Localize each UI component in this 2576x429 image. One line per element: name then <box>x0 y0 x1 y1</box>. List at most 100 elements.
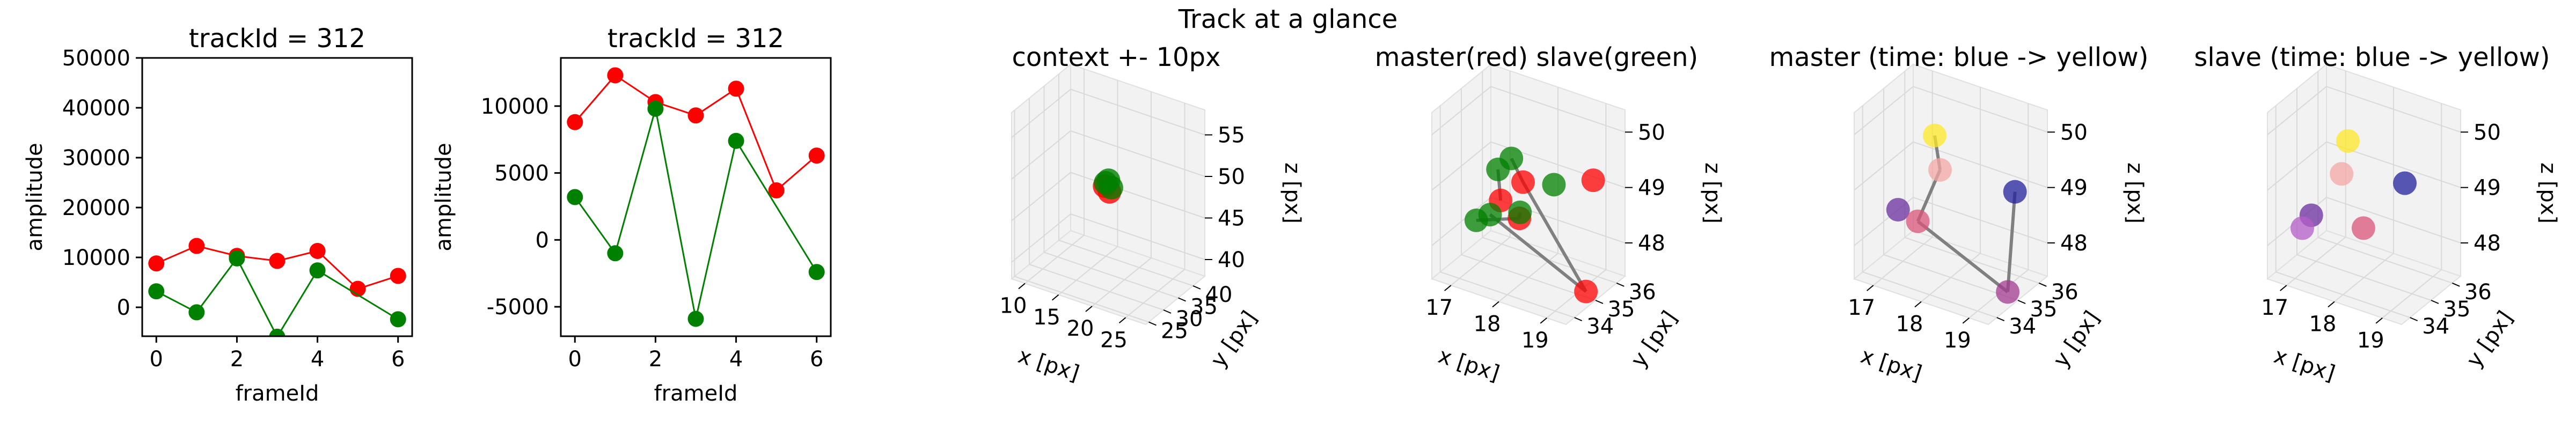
scatter-point-10 <box>1464 208 1488 232</box>
amplitude-chart-right: 0 2 4 6 -5000 0 5000 10000 trackId = 312 frameId a… <box>431 24 832 406</box>
y-tick-label: 0 <box>536 228 549 253</box>
y-tick-mark <box>1595 300 1604 304</box>
x-tick-label: 4 <box>311 347 324 372</box>
x-tick-label: 17 <box>1425 295 1453 320</box>
data-point-1-1 <box>188 304 205 321</box>
x-grid-line <box>2286 71 2346 286</box>
x-tick-label: 6 <box>810 347 823 372</box>
z-axis-label: z [px] <box>1280 162 1305 224</box>
data-point-1-5 <box>808 264 825 280</box>
z-grid-line <box>1011 88 1205 138</box>
x-grid-line <box>1092 92 1152 307</box>
x-grid-line <box>2382 103 2442 319</box>
z-grid-line <box>2267 141 2461 191</box>
y-tick-label: 50000 <box>62 46 130 71</box>
z-grid-line <box>1431 86 1626 136</box>
scatter-point-3 <box>2290 216 2314 240</box>
chart-title: slave (time: blue -> yellow) <box>2194 42 2550 72</box>
x-tick-label: 18 <box>2309 312 2337 337</box>
data-point-0-6 <box>390 268 406 284</box>
y-tick-label: 40000 <box>62 96 130 121</box>
chart-title: trackId = 312 <box>608 24 784 54</box>
data-point-1-3 <box>269 328 286 336</box>
y-tick-label: 20000 <box>62 196 130 220</box>
y-tick-label: 0 <box>117 295 130 320</box>
data-point-1-5 <box>390 311 406 328</box>
y-tick-mark <box>2431 300 2439 304</box>
connector-line-0 <box>2006 191 2017 292</box>
chart-title: trackId = 312 <box>189 24 365 54</box>
connector-line-4 <box>1521 181 1587 293</box>
data-point-0-5 <box>768 182 785 199</box>
x-grid-line <box>1498 87 1558 302</box>
y-tick-label: 34 <box>2009 314 2036 339</box>
x-tick-label: 2 <box>230 347 244 372</box>
scatter-point-4 <box>1581 168 1605 193</box>
x-grid-line <box>1451 71 1511 286</box>
scatter-point-0 <box>2003 180 2027 204</box>
x-axis-label: x [px] <box>1435 343 1502 386</box>
x-tick-mark <box>1118 317 1126 324</box>
x-grid-line <box>1968 103 2029 319</box>
z-tick-label: 49 <box>1638 176 1665 201</box>
y-tick-mark <box>1616 282 1624 287</box>
x-axis-label: x [px] <box>1857 343 1924 386</box>
x-tick-mark <box>1018 283 1026 290</box>
chart-title: context +- 10px <box>1012 42 1221 72</box>
y-tick-mark <box>2038 282 2047 287</box>
series-line-1 <box>574 108 818 319</box>
z-axis-label: z [px] <box>2536 162 2560 224</box>
z-tick-label: 49 <box>2473 176 2501 201</box>
y-tick-label: 10000 <box>481 94 549 119</box>
plot-area <box>148 238 406 336</box>
y-grid-line <box>1029 98 1164 310</box>
x-tick-label: 18 <box>1896 312 1923 337</box>
y-tick-label: 34 <box>1586 314 1614 339</box>
x-grid-line <box>1921 87 1981 302</box>
data-point-1-0 <box>148 283 165 300</box>
z-grid-line <box>2267 196 2461 246</box>
x-tick-label: 0 <box>150 347 163 372</box>
z-grid-line <box>1854 196 2048 246</box>
y-grid-line <box>1862 106 1997 319</box>
x-tick-label: 19 <box>1521 328 1549 353</box>
x-axis-label: x [px] <box>1015 343 1082 386</box>
y-grid-line <box>1058 74 1194 286</box>
y-tick-mark <box>2451 282 2460 287</box>
z-tick-label: 50 <box>2060 120 2088 145</box>
z-tick-label: 48 <box>2060 231 2088 256</box>
z-tick-label: 50 <box>1218 165 1245 189</box>
y-tick-label: 36 <box>2051 280 2079 305</box>
y-tick-mark <box>2410 317 2418 322</box>
data-point-0-1 <box>188 238 205 254</box>
y-tick-label: 40 <box>1205 283 1233 307</box>
x-tick-label: 18 <box>1474 312 1501 337</box>
scatter-point-4 <box>1928 158 1952 182</box>
axes-frame <box>141 57 413 337</box>
figure-suptitle: Track at a glance <box>1178 4 1398 34</box>
x-grid-line <box>1546 103 1607 319</box>
left-pane <box>1011 63 1071 280</box>
connector-line-1 <box>1916 220 2009 293</box>
z-tick-label: 45 <box>1218 206 1245 231</box>
x-tick-label: 15 <box>1033 305 1060 330</box>
z-tick-label: 50 <box>2473 120 2501 145</box>
x-tick-label: 10 <box>1000 294 1027 319</box>
scatter-point-0 <box>2393 171 2417 195</box>
x-grid-line <box>1125 103 1185 319</box>
z-grid-line <box>1854 86 2048 136</box>
y-tick-label: 25 <box>1161 319 1188 344</box>
x-tick-mark <box>1962 317 1970 324</box>
x-tick-mark <box>1444 285 1452 291</box>
z-tick-label: 48 <box>1638 231 1665 256</box>
scatter-point-9 <box>1542 173 1566 197</box>
y-grid-line <box>1043 86 1179 299</box>
scatter-point-6 <box>1508 201 1532 225</box>
y-grid-line <box>1883 88 2018 301</box>
x-tick-mark <box>1540 317 1547 324</box>
